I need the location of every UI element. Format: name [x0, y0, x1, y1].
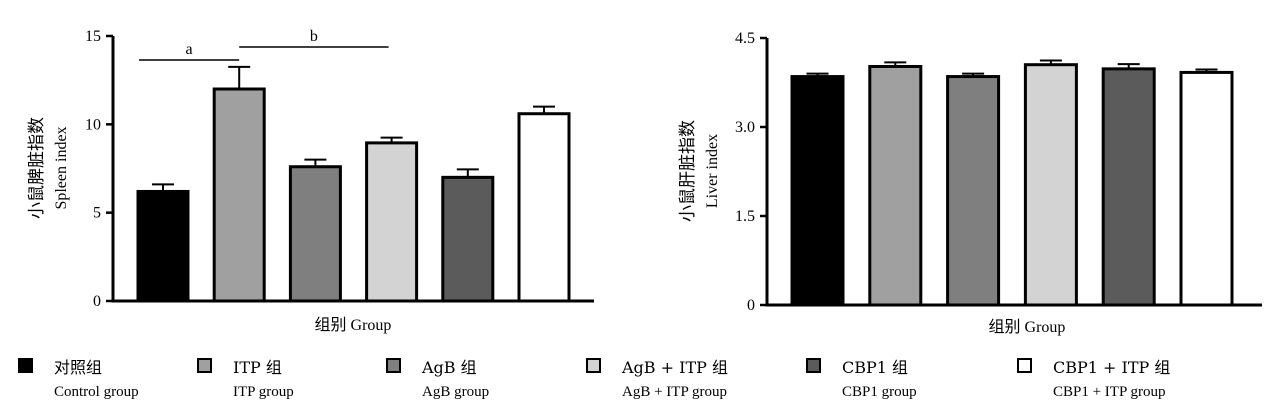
liver-index-chart: 0 1.5 3.0 4.5 小鼠肝脏指数 Liver index 组别 Group	[678, 30, 1262, 336]
bar	[212, 87, 266, 303]
bar	[136, 189, 190, 303]
legend-label-cn: CBP1 组	[842, 358, 909, 377]
y-axis-label: 小鼠脾脏指数 Spleen index	[27, 117, 70, 219]
legend-label-en: AgB group	[422, 384, 490, 400]
legend-label-en: AgB + ITP group	[622, 384, 727, 400]
bar	[1179, 70, 1234, 307]
y-tick-label: 3.0	[735, 119, 755, 136]
y-axis-label-cn: 小鼠肝脏指数	[678, 120, 697, 222]
y-tick-label: 0	[747, 297, 755, 314]
legend-label-cn: AgB + ITP 组	[622, 358, 728, 377]
charts-canvas: 0 5 10 15 小鼠脾脏指数 Spleen index 组别 Group a b 0 1.5 3…	[27, 28, 1262, 336]
y-axis-label-en: Spleen index	[53, 126, 70, 209]
legend-swatch-cbp1	[806, 358, 821, 373]
bar	[517, 112, 571, 303]
bar	[1101, 67, 1156, 307]
y-tick-label: 4.5	[735, 30, 755, 47]
x-axis-label: 组别 Group	[315, 316, 392, 334]
y-axis-label-cn: 小鼠脾脏指数	[27, 117, 46, 219]
y-tick-label: 0	[93, 293, 101, 310]
legend-label-en: ITP group	[233, 384, 294, 400]
y-axis-label: 小鼠肝脏指数 Liver index	[678, 120, 721, 222]
legend-swatch-control	[18, 358, 33, 373]
legend-label-cn: ITP 组	[233, 358, 282, 377]
y-tick-label: 15	[85, 28, 101, 45]
legend: 对照组 Control group ITP 组 ITP group AgB 组 …	[0, 352, 1269, 412]
legend-label-en: Control group	[54, 384, 139, 400]
legend-label-cn: AgB 组	[422, 358, 477, 377]
legend-swatch-cbp1-itp	[1017, 358, 1032, 373]
bar	[790, 75, 845, 307]
legend-swatch-agb-itp	[586, 358, 601, 373]
legend-label-en: CBP1 + ITP group	[1053, 384, 1166, 400]
bar	[868, 64, 923, 307]
bar	[441, 175, 495, 303]
legend-swatch-itp	[197, 358, 212, 373]
x-axis-label: 组别 Group	[989, 318, 1066, 336]
legend-label-cn: 对照组	[54, 358, 103, 377]
legend-label-en: CBP1 group	[842, 384, 917, 400]
bar	[1023, 63, 1078, 307]
legend-label-cn: CBP1 + ITP 组	[1053, 358, 1171, 377]
y-tick-label: 10	[85, 116, 101, 133]
y-tick-label: 5	[93, 205, 101, 222]
y-tick-label: 1.5	[735, 208, 755, 225]
significance-label: b	[310, 28, 318, 45]
legend-swatch-agb	[386, 358, 401, 373]
bar	[946, 75, 1001, 307]
bar	[365, 141, 419, 303]
bar	[288, 165, 342, 303]
significance-label: a	[186, 41, 193, 58]
spleen-index-chart: 0 5 10 15 小鼠脾脏指数 Spleen index 组别 Group a b	[27, 28, 594, 334]
y-axis-label-en: Liver index	[704, 134, 721, 208]
